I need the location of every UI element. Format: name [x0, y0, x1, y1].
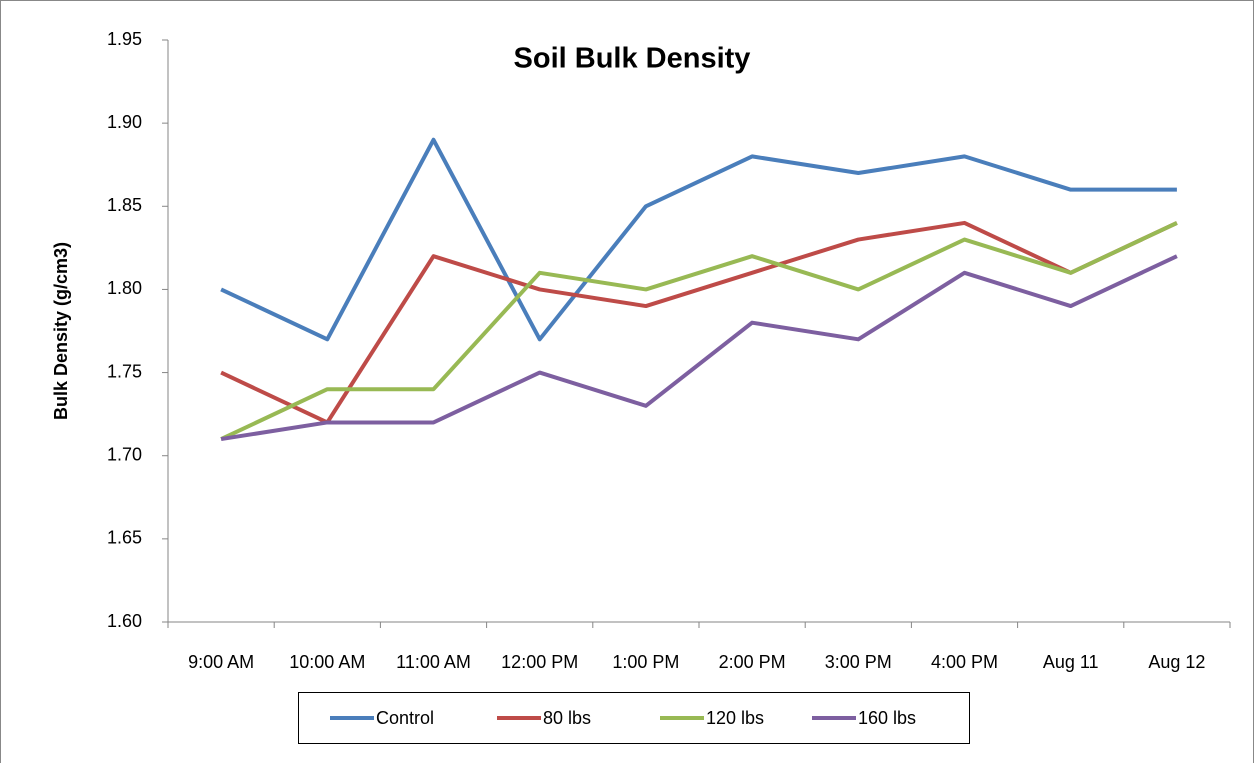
x-tick-label: 2:00 PM — [719, 652, 786, 672]
y-tick-label: 1.70 — [107, 444, 142, 464]
legend-label: 160 lbs — [858, 708, 916, 728]
y-tick-label: 1.95 — [107, 29, 142, 49]
y-tick-label: 1.60 — [107, 611, 142, 631]
legend-label: 120 lbs — [706, 708, 764, 728]
x-tick-label: Aug 12 — [1148, 652, 1205, 672]
y-tick-label: 1.80 — [107, 278, 142, 298]
x-tick-label: 1:00 PM — [612, 652, 679, 672]
y-axis-label: Bulk Density (g/cm3) — [51, 242, 71, 420]
series-line — [220, 221, 1178, 441]
series-line — [220, 254, 1178, 442]
x-tick-label: 12:00 PM — [501, 652, 578, 672]
y-tick-label: 1.90 — [107, 112, 142, 132]
y-tick-label: 1.75 — [107, 361, 142, 381]
series-line — [220, 220, 1178, 425]
legend-box — [298, 692, 970, 744]
y-tick-label: 1.65 — [107, 528, 142, 548]
legend-label: Control — [376, 708, 434, 728]
x-tick-label: 10:00 AM — [289, 652, 365, 672]
x-tick-label: Aug 11 — [1043, 652, 1099, 672]
x-tick-label: 9:00 AM — [188, 652, 254, 672]
x-tick-label: 3:00 PM — [825, 652, 892, 672]
chart-title: Soil Bulk Density — [514, 43, 751, 75]
y-tick-label: 1.85 — [107, 195, 142, 215]
x-tick-label: 11:00 AM — [396, 652, 471, 672]
legend-label: 80 lbs — [543, 708, 591, 728]
series-line — [220, 137, 1177, 342]
x-tick-label: 4:00 PM — [931, 652, 998, 672]
